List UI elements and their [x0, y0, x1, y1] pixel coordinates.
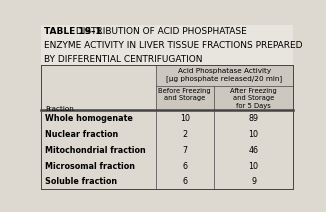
- Text: After Freezing
and Storage
for 5 Days: After Freezing and Storage for 5 Days: [230, 88, 277, 109]
- Text: BY DIFFERENTIAL CENTRIFUGATION: BY DIFFERENTIAL CENTRIFUGATION: [44, 55, 202, 64]
- Text: Whole homogenate: Whole homogenate: [45, 114, 133, 123]
- Text: 6: 6: [182, 177, 187, 186]
- Text: 6: 6: [182, 162, 187, 170]
- Text: 2: 2: [182, 130, 187, 139]
- Text: Microsomal fraction: Microsomal fraction: [45, 162, 135, 170]
- Bar: [41, 66, 156, 110]
- Bar: [41, 66, 293, 189]
- Text: TABLE 19–1: TABLE 19–1: [44, 27, 101, 36]
- Text: ENZYME ACTIVITY IN LIVER TISSUE FRACTIONS PREPARED: ENZYME ACTIVITY IN LIVER TISSUE FRACTION…: [44, 41, 302, 50]
- Text: Nuclear fraction: Nuclear fraction: [45, 130, 119, 139]
- Text: 10: 10: [249, 130, 259, 139]
- Bar: [41, 25, 293, 66]
- Text: 10: 10: [249, 162, 259, 170]
- Bar: [156, 66, 293, 110]
- Text: 46: 46: [249, 146, 259, 155]
- Text: 9: 9: [251, 177, 256, 186]
- Text: Before Freezing
and Storage: Before Freezing and Storage: [158, 88, 211, 101]
- Text: Fraction: Fraction: [45, 106, 74, 112]
- Text: DISTRIBUTION OF ACID PHOSPHATASE: DISTRIBUTION OF ACID PHOSPHATASE: [73, 27, 246, 36]
- Text: 89: 89: [248, 114, 259, 123]
- Text: 10: 10: [180, 114, 190, 123]
- Text: Soluble fraction: Soluble fraction: [45, 177, 117, 186]
- Text: 7: 7: [182, 146, 187, 155]
- Text: Acid Phosphatase Activity
[µg phosphate released/20 min]: Acid Phosphatase Activity [µg phosphate …: [167, 68, 283, 82]
- Text: Mitochondrial fraction: Mitochondrial fraction: [45, 146, 146, 155]
